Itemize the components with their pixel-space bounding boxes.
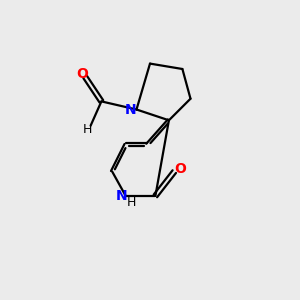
Text: N: N bbox=[125, 103, 136, 116]
Text: O: O bbox=[76, 67, 88, 81]
Text: O: O bbox=[174, 162, 186, 176]
Text: N: N bbox=[116, 189, 127, 203]
Text: H: H bbox=[127, 196, 136, 209]
Text: H: H bbox=[83, 123, 93, 136]
